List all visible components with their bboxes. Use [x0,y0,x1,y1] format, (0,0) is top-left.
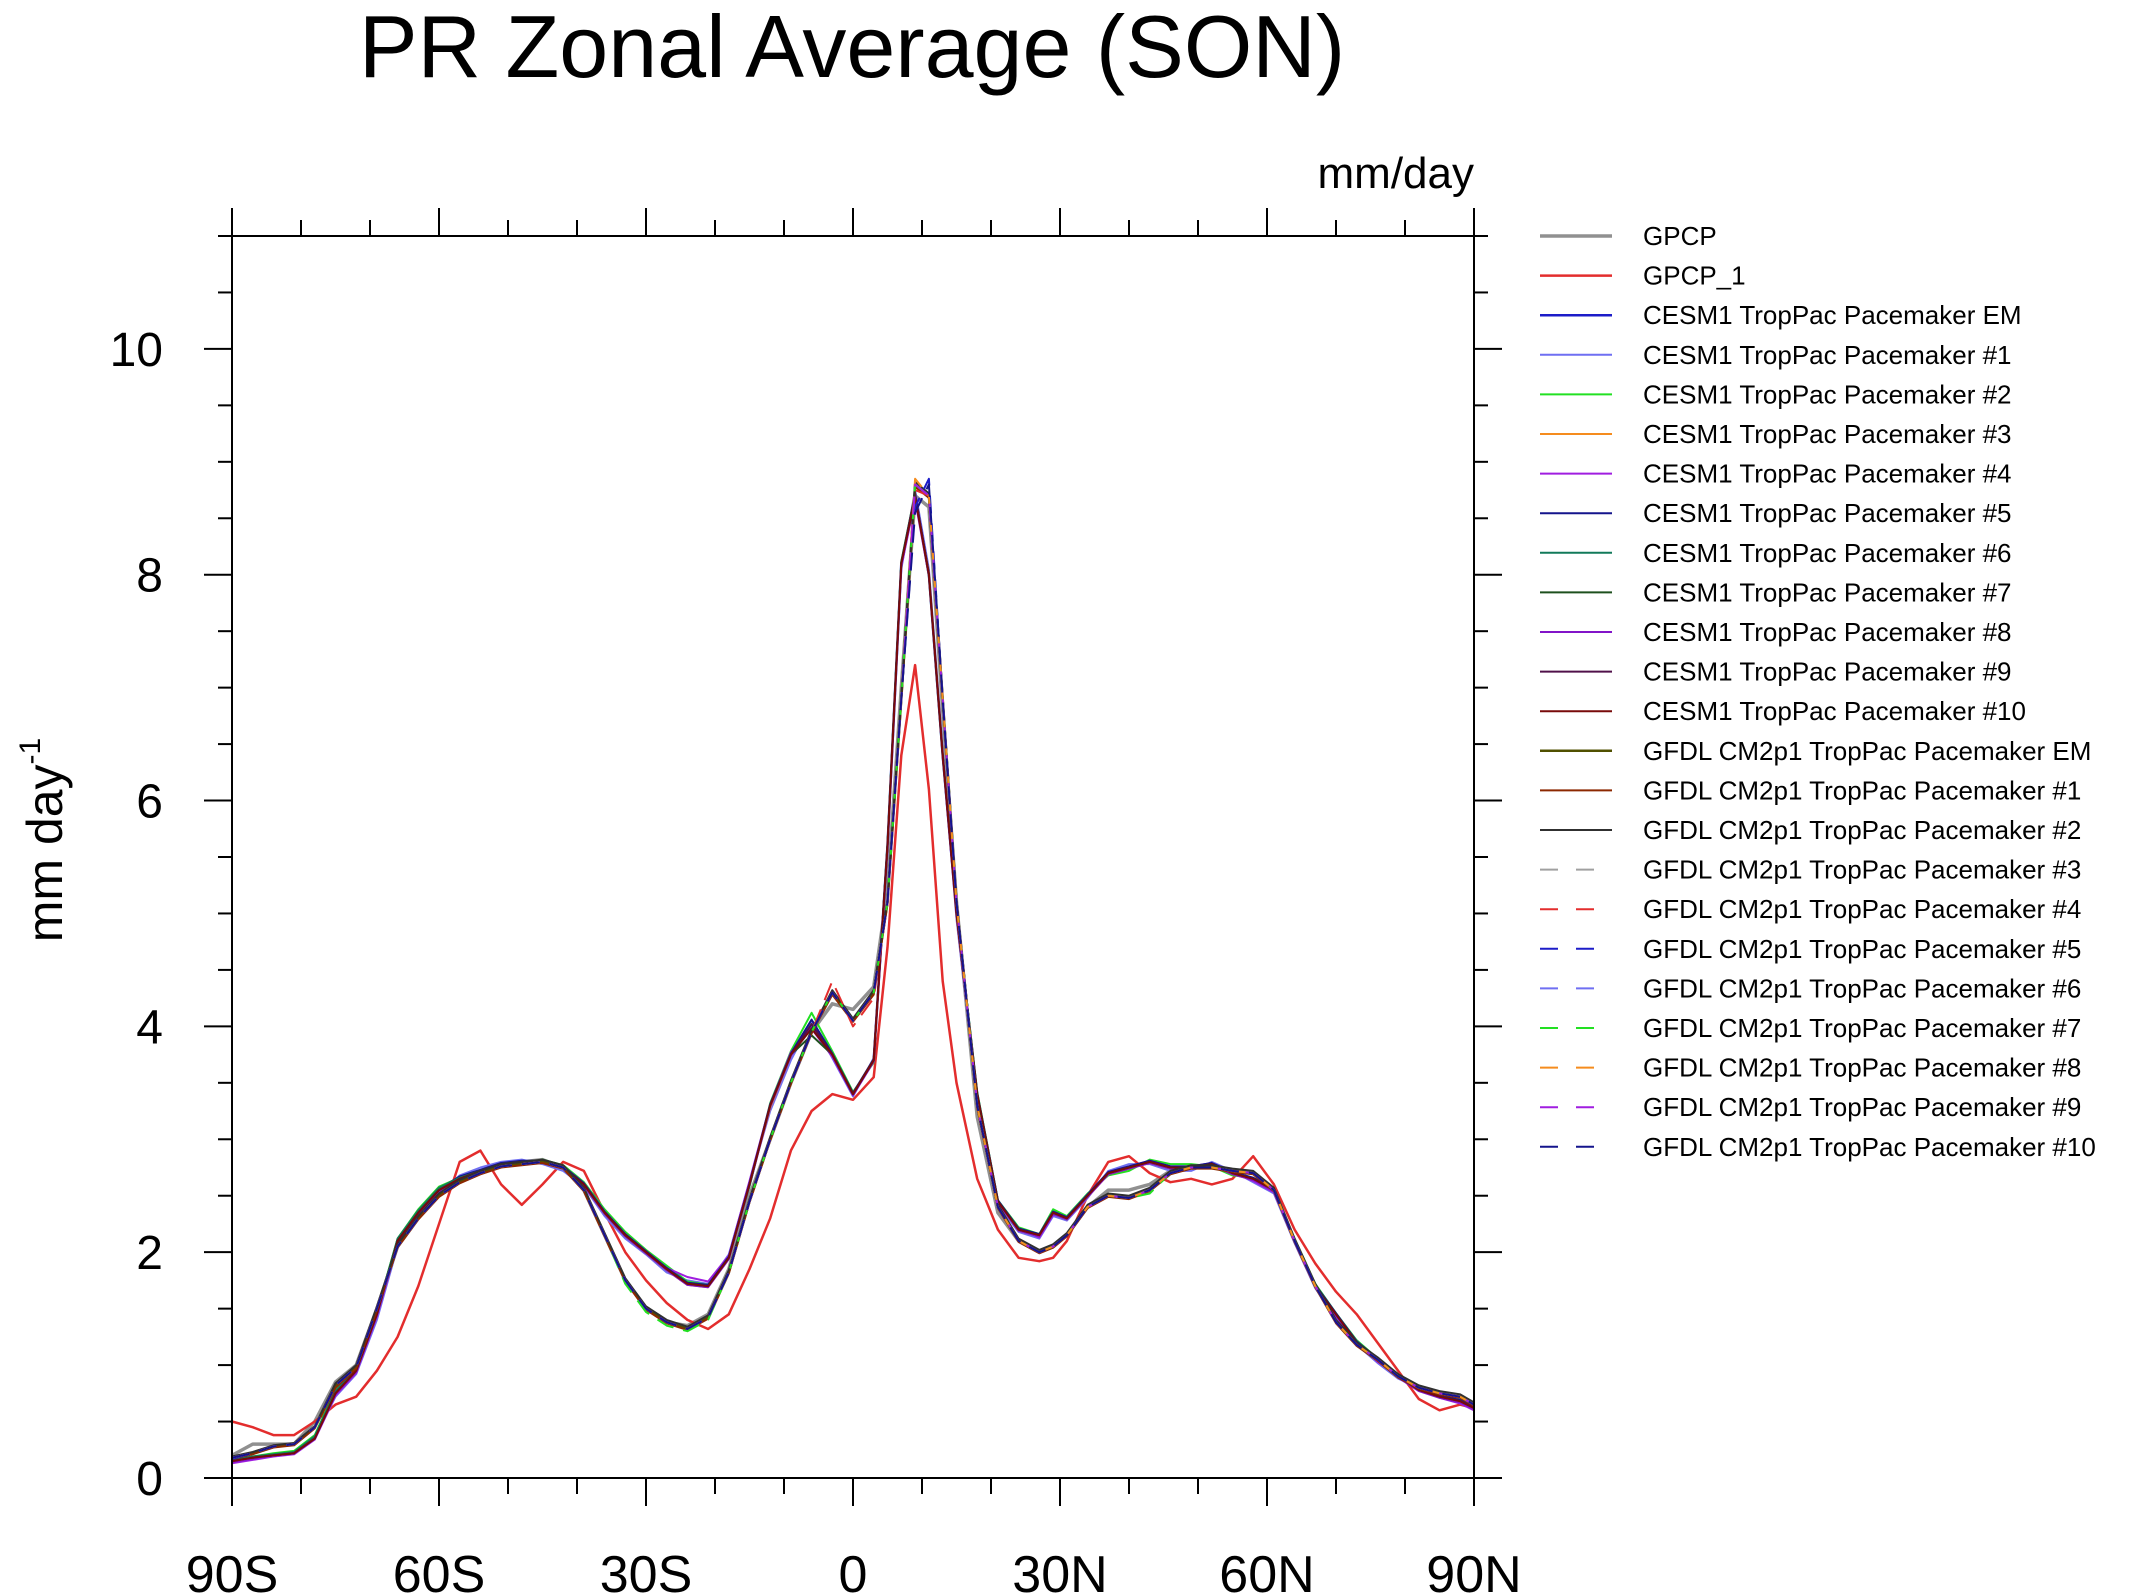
legend-entry: GFDL CM2p1 TropPac Pacemaker #10 [1540,1132,2096,1162]
chart-title: PR Zonal Average (SON) [359,0,1345,96]
legend-entry: GFDL CM2p1 TropPac Pacemaker #3 [1540,855,2081,885]
series-line-4 [231,489,1475,1464]
legend-label: GFDL CM2p1 TropPac Pacemaker #8 [1643,1053,2081,1083]
legend-entry: CESM1 TropPac Pacemaker #2 [1540,379,2012,409]
x-tick-label: 90S [186,1546,279,1596]
x-tick-label: 30S [600,1546,693,1596]
legend-label: CESM1 TropPac Pacemaker #7 [1643,577,2012,607]
legend-entry: GPCP_1 [1540,261,1746,291]
legend: GPCP GPCP_1 CESM1 TropPac Pacemaker EM CESM… [1540,221,2096,1162]
y-tick-label: 6 [136,776,163,829]
legend-label: GFDL CM2p1 TropPac Pacemaker #3 [1643,855,2081,885]
series-line-7 [231,499,1475,1465]
legend-entry: CESM1 TropPac Pacemaker EM [1540,300,2022,330]
legend-entry: GFDL CM2p1 TropPac Pacemaker #1 [1540,775,2081,805]
axes-layer: 90S 60S 30S 0 30N 60N 90N 0 2 4 6 8 10 [110,208,1522,1596]
legend-entry: GFDL CM2p1 TropPac Pacemaker #8 [1540,1053,2081,1083]
series-line-19 [231,477,1475,1460]
legend-label: CESM1 TropPac Pacemaker #4 [1643,459,2012,489]
y-tick-label: 8 [136,550,163,603]
legend-label: GFDL CM2p1 TropPac Pacemaker #4 [1643,894,2081,924]
legend-label: GFDL CM2p1 TropPac Pacemaker #5 [1643,934,2081,964]
legend-label: GFDL CM2p1 TropPac Pacemaker #9 [1643,1092,2081,1122]
series-line-14 [231,483,1475,1459]
legend-label: CESM1 TropPac Pacemaker #3 [1643,419,2012,449]
plot-frame [231,235,1475,1479]
series-line-17 [231,483,1475,1459]
series-line-9 [231,494,1475,1461]
series-line-13 [231,496,1475,1463]
series-line-21 [231,483,1475,1459]
series-line-8 [231,493,1475,1463]
x-tick-label: 60S [393,1546,486,1596]
y-tick-label: 10 [110,324,163,377]
x-tick-label: 60N [1219,1546,1314,1596]
legend-label: GFDL CM2p1 TropPac Pacemaker #1 [1643,775,2081,805]
series-line-1 [231,493,1475,1457]
legend-entry: GFDL CM2p1 TropPac Pacemaker EM [1540,736,2091,766]
y-axis-label: mm day-1 [14,738,73,943]
legend-label: GFDL CM2p1 TropPac Pacemaker #6 [1643,973,2081,1003]
legend-entry: CESM1 TropPac Pacemaker #5 [1540,498,2012,528]
x-tick-label: 90N [1426,1546,1521,1596]
series-line-10 [231,494,1475,1463]
series-line-18 [231,489,1475,1459]
legend-entry: CESM1 TropPac Pacemaker #3 [1540,419,2012,449]
legend-entry: CESM1 TropPac Pacemaker #9 [1540,657,2012,687]
legend-entry: GFDL CM2p1 TropPac Pacemaker #5 [1540,934,2081,964]
y-axis-label-text: mm day [17,764,73,942]
series-layer [231,477,1475,1465]
series-line-16 [231,481,1475,1458]
legend-entry: CESM1 TropPac Pacemaker #4 [1540,459,2012,489]
series-line-20 [231,483,1475,1459]
series-line-5 [231,492,1475,1461]
legend-label: CESM1 TropPac Pacemaker #1 [1643,340,2012,370]
y-tick-label: 0 [136,1453,163,1506]
legend-label: CESM1 TropPac Pacemaker EM [1643,300,2022,330]
legend-label: CESM1 TropPac Pacemaker #8 [1643,617,2012,647]
y-tick-label: 2 [136,1227,163,1280]
legend-entry: CESM1 TropPac Pacemaker #10 [1540,696,2026,726]
legend-entry: GFDL CM2p1 TropPac Pacemaker #7 [1540,1013,2081,1043]
y-axis-label-superscript: -1 [14,738,47,765]
legend-entry: GFDL CM2p1 TropPac Pacemaker #6 [1540,973,2081,1003]
series-line-6 [231,496,1475,1463]
legend-label: GFDL CM2p1 TropPac Pacemaker #2 [1643,815,2081,845]
x-tick-label: 0 [839,1546,868,1596]
legend-entry: GFDL CM2p1 TropPac Pacemaker #2 [1540,815,2081,845]
legend-label: GPCP [1643,221,1717,251]
units-label: mm/day [1318,149,1474,198]
legend-label: CESM1 TropPac Pacemaker #10 [1643,696,2026,726]
legend-entry: GFDL CM2p1 TropPac Pacemaker #9 [1540,1092,2081,1122]
series-line-15 [231,485,1475,1460]
series-line-24 [231,483,1475,1459]
series-line-12 [231,492,1475,1463]
series-line-23 [231,483,1475,1459]
legend-label: GFDL CM2p1 TropPac Pacemaker #7 [1643,1013,2081,1043]
y-tick-label: 4 [136,1001,163,1054]
legend-label: GFDL CM2p1 TropPac Pacemaker EM [1643,736,2091,766]
series-line-2 [231,663,1475,1437]
series-line-22 [231,477,1475,1459]
legend-entry: CESM1 TropPac Pacemaker #7 [1540,577,2012,607]
legend-entry: GFDL CM2p1 TropPac Pacemaker #4 [1540,894,2081,924]
legend-label: CESM1 TropPac Pacemaker #5 [1643,498,2012,528]
x-tick-label: 30N [1012,1546,1107,1596]
legend-label: GFDL CM2p1 TropPac Pacemaker #10 [1643,1132,2096,1162]
legend-label: GPCP_1 [1643,261,1746,291]
legend-entry: CESM1 TropPac Pacemaker #8 [1540,617,2012,647]
legend-label: CESM1 TropPac Pacemaker #9 [1643,657,2012,687]
series-line-11 [231,495,1475,1464]
legend-label: CESM1 TropPac Pacemaker #6 [1643,538,2012,568]
legend-label: CESM1 TropPac Pacemaker #2 [1643,379,2012,409]
legend-entry: CESM1 TropPac Pacemaker #1 [1540,340,2012,370]
legend-entry: CESM1 TropPac Pacemaker #6 [1540,538,2012,568]
series-line-3 [231,494,1475,1463]
legend-entry: GPCP [1540,221,1717,251]
